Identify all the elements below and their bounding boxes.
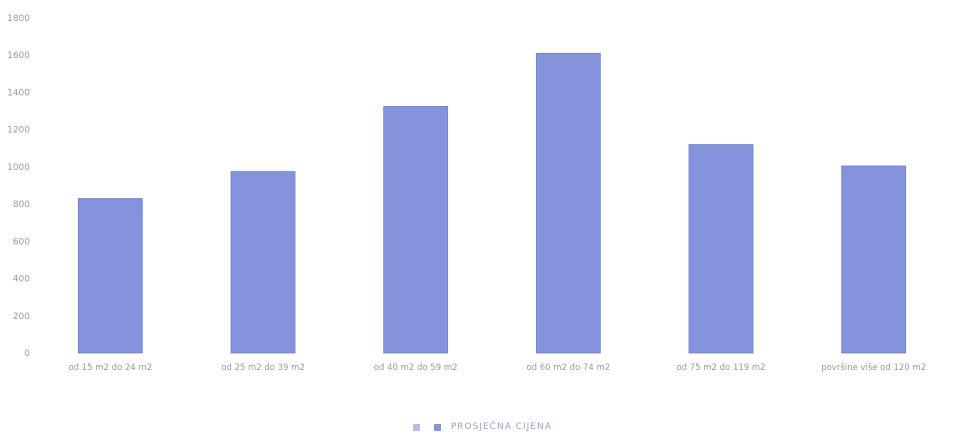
x-axis: od 15 m2 do 24 m2 od 25 m2 do 39 m2 od 40 …	[68, 362, 926, 373]
x-tick-label: od 25 m2 do 39 m2	[221, 363, 305, 373]
y-tick-label: 1600	[7, 51, 30, 61]
legend-swatch	[433, 423, 441, 431]
bar	[688, 144, 754, 354]
y-tick-label: 800	[13, 200, 30, 210]
bar	[383, 106, 449, 354]
x-tick-label: od 40 m2 do 59 m2	[374, 363, 458, 373]
x-tick-label: od 60 m2 do 74 m2	[526, 363, 610, 373]
legend-label: PROSJEČNA CIJENA	[450, 422, 552, 432]
bar	[230, 171, 296, 354]
y-tick-label: 1200	[7, 126, 30, 136]
y-tick-label: 600	[13, 237, 30, 247]
legend-swatch-extra	[413, 423, 421, 431]
y-tick-label: 0	[24, 349, 30, 359]
y-tick-label: 1000	[7, 163, 30, 173]
x-tick-label: od 75 m2 do 119 m2	[676, 363, 765, 373]
legend: PROSJEČNA CIJENA	[0, 422, 965, 433]
x-tick-label: površine više od 120 m2	[821, 362, 926, 373]
x-tick-label: od 15 m2 do 24 m2	[68, 363, 152, 373]
y-axis: 0 200 400 600 800 1000 1200 1400 1600 1800	[7, 14, 30, 359]
bar	[77, 198, 143, 354]
bars	[77, 52, 907, 354]
y-tick-label: 1400	[7, 88, 30, 98]
y-tick-label: 200	[13, 312, 30, 322]
y-tick-label: 400	[13, 275, 30, 285]
bar	[535, 52, 601, 354]
bar	[841, 165, 907, 354]
y-tick-label: 1800	[7, 14, 30, 24]
